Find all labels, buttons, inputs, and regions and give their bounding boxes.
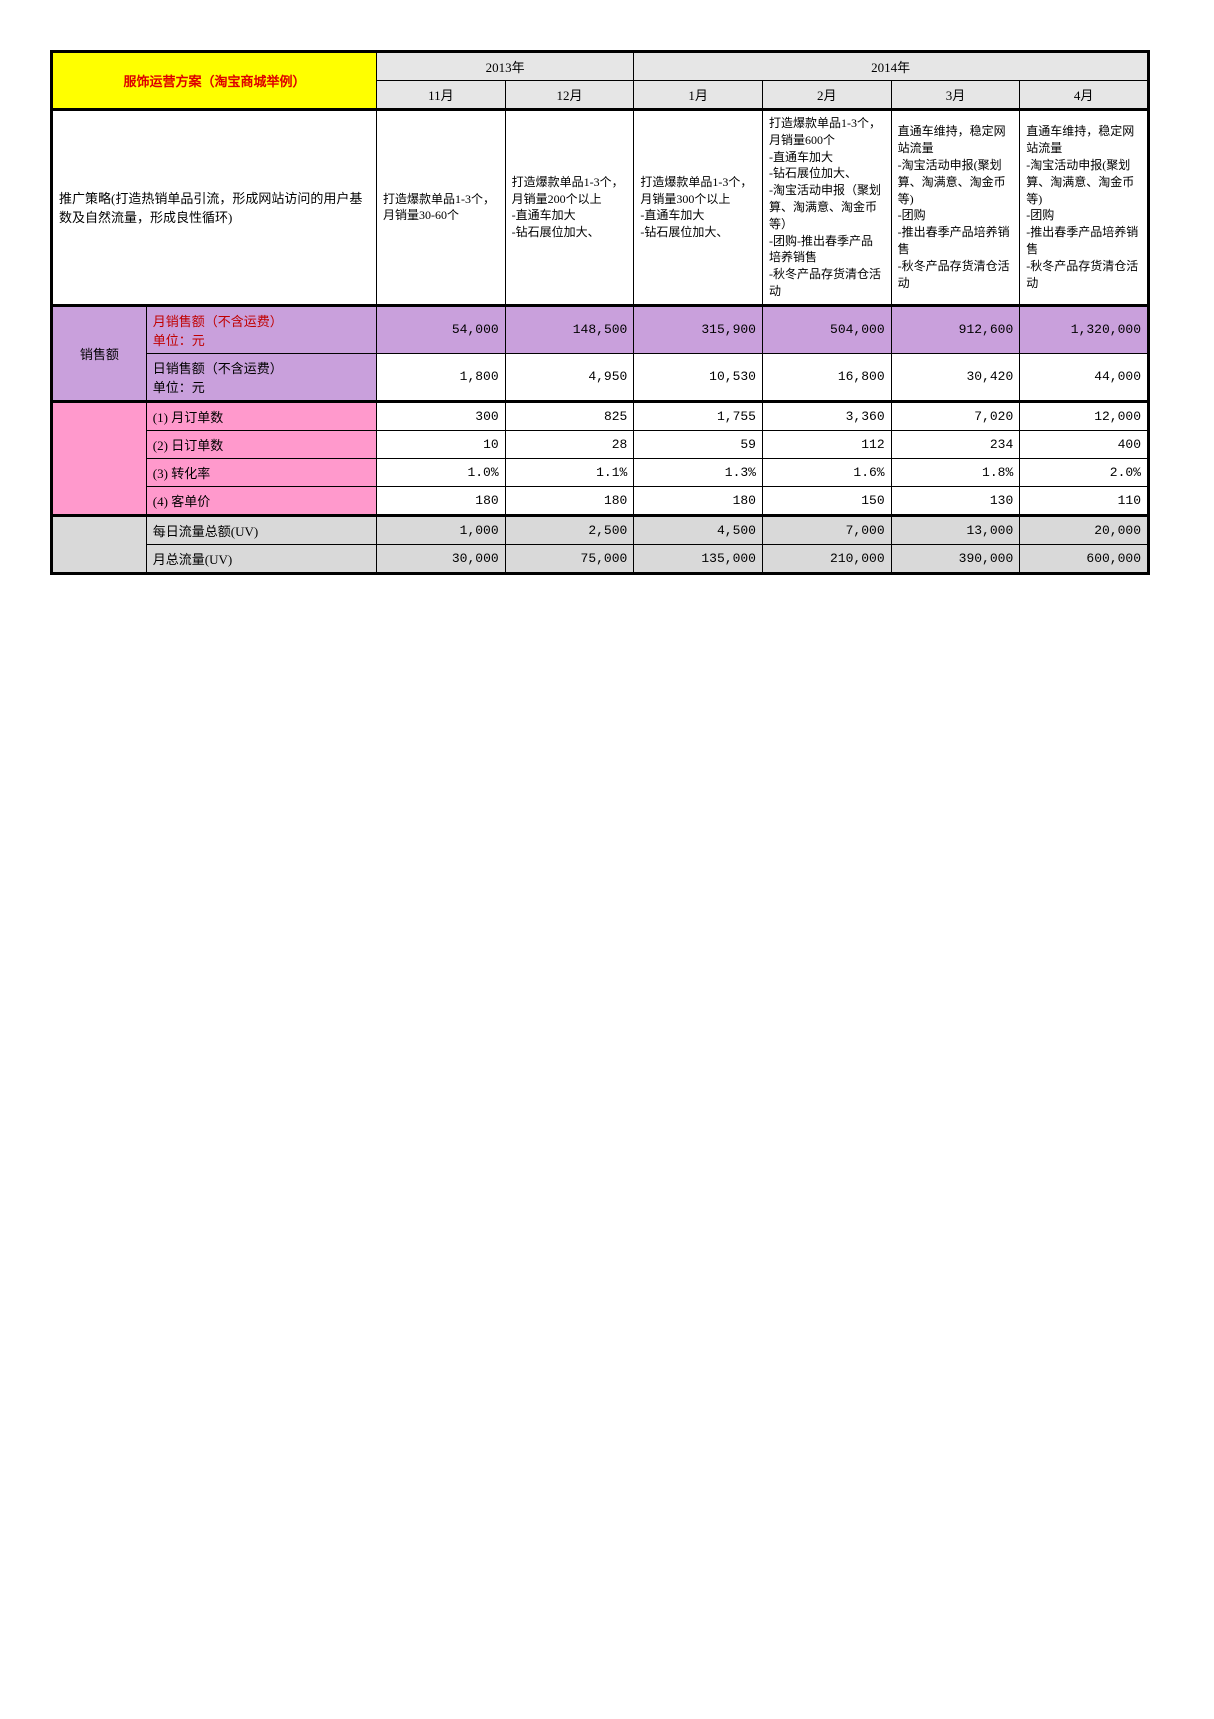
metric-2-5: 400 (1020, 430, 1149, 458)
sales-month-2: 315,900 (634, 305, 763, 353)
sales-day-3: 16,800 (762, 353, 891, 401)
traffic-daily-0: 1,000 (377, 515, 506, 544)
month-head-4: 3月 (891, 81, 1020, 110)
metric-3-5: 2.0% (1020, 458, 1149, 486)
sales-day-4: 30,420 (891, 353, 1020, 401)
strategy-2: 打造爆款单品1-3个，月销量300个以上-直通车加大-钻石展位加大、 (634, 110, 763, 306)
metric-1-label: (1) 月订单数 (146, 401, 376, 430)
sales-month-5: 1,320,000 (1020, 305, 1149, 353)
year-2014: 2014年 (634, 52, 1149, 81)
sales-day-0: 1,800 (377, 353, 506, 401)
month-head-5: 4月 (1020, 81, 1149, 110)
metric-1-1: 825 (505, 401, 634, 430)
metric-2-4: 234 (891, 430, 1020, 458)
sales-month-3: 504,000 (762, 305, 891, 353)
metric-3-2: 1.3% (634, 458, 763, 486)
metric-4-4: 130 (891, 486, 1020, 515)
sales-month-label: 月销售额（不含运费）单位：元 (146, 305, 376, 353)
metric-2-0: 10 (377, 430, 506, 458)
traffic-daily-2: 4,500 (634, 515, 763, 544)
sales-group: 销售额 (52, 305, 147, 401)
metric-2-3: 112 (762, 430, 891, 458)
sales-month-1: 148,500 (505, 305, 634, 353)
metrics-group (52, 401, 147, 515)
traffic-month-4: 390,000 (891, 544, 1020, 573)
traffic-daily-4: 13,000 (891, 515, 1020, 544)
metric-2-1: 28 (505, 430, 634, 458)
strategy-4: 直通车维持，稳定网站流量-淘宝活动申报(聚划算、淘满意、淘金币等)-团购-推出春… (891, 110, 1020, 306)
strategy-0: 打造爆款单品1-3个，月销量30-60个 (377, 110, 506, 306)
metric-2-2: 59 (634, 430, 763, 458)
traffic-daily-5: 20,000 (1020, 515, 1149, 544)
strategy-5: 直通车维持，稳定网站流量-淘宝活动申报(聚划算、淘满意、淘金币等)-团购-推出春… (1020, 110, 1149, 306)
metric-1-2: 1,755 (634, 401, 763, 430)
sales-day-1: 4,950 (505, 353, 634, 401)
traffic-daily-3: 7,000 (762, 515, 891, 544)
sales-month-0: 54,000 (377, 305, 506, 353)
traffic-daily-label: 每日流量总额(UV) (146, 515, 376, 544)
year-2013: 2013年 (377, 52, 634, 81)
traffic-month-1: 75,000 (505, 544, 634, 573)
metric-4-1: 180 (505, 486, 634, 515)
metric-1-0: 300 (377, 401, 506, 430)
traffic-month-5: 600,000 (1020, 544, 1149, 573)
metric-3-1: 1.1% (505, 458, 634, 486)
metric-2-label: (2) 日订单数 (146, 430, 376, 458)
metric-4-3: 150 (762, 486, 891, 515)
plan-title: 服饰运营方案（淘宝商城举例） (52, 52, 377, 110)
metric-3-0: 1.0% (377, 458, 506, 486)
traffic-group (52, 515, 147, 573)
metric-3-4: 1.8% (891, 458, 1020, 486)
sales-day-label: 日销售额（不含运费）单位：元 (146, 353, 376, 401)
month-head-3: 2月 (762, 81, 891, 110)
traffic-month-0: 30,000 (377, 544, 506, 573)
metric-4-label: (4) 客单价 (146, 486, 376, 515)
metric-4-0: 180 (377, 486, 506, 515)
metric-1-4: 7,020 (891, 401, 1020, 430)
month-head-1: 12月 (505, 81, 634, 110)
sales-month-4: 912,600 (891, 305, 1020, 353)
strategy-3: 打造爆款单品1-3个，月销量600个-直通车加大-钻石展位加大、-淘宝活动申报（… (762, 110, 891, 306)
metric-1-5: 12,000 (1020, 401, 1149, 430)
metric-3-label: (3) 转化率 (146, 458, 376, 486)
traffic-month-label: 月总流量(UV) (146, 544, 376, 573)
strategy-label: 推广策略(打造热销单品引流，形成网站访问的用户基数及自然流量，形成良性循环) (52, 110, 377, 306)
sales-day-2: 10,530 (634, 353, 763, 401)
sales-day-5: 44,000 (1020, 353, 1149, 401)
metric-4-2: 180 (634, 486, 763, 515)
metric-1-3: 3,360 (762, 401, 891, 430)
metric-4-5: 110 (1020, 486, 1149, 515)
strategy-1: 打造爆款单品1-3个，月销量200个以上-直通车加大-钻石展位加大、 (505, 110, 634, 306)
traffic-month-2: 135,000 (634, 544, 763, 573)
plan-table: 服饰运营方案（淘宝商城举例） 2013年 2014年 11月 12月 1月 2月… (50, 50, 1150, 575)
traffic-daily-1: 2,500 (505, 515, 634, 544)
metric-3-3: 1.6% (762, 458, 891, 486)
traffic-month-3: 210,000 (762, 544, 891, 573)
month-head-0: 11月 (377, 81, 506, 110)
month-head-2: 1月 (634, 81, 763, 110)
